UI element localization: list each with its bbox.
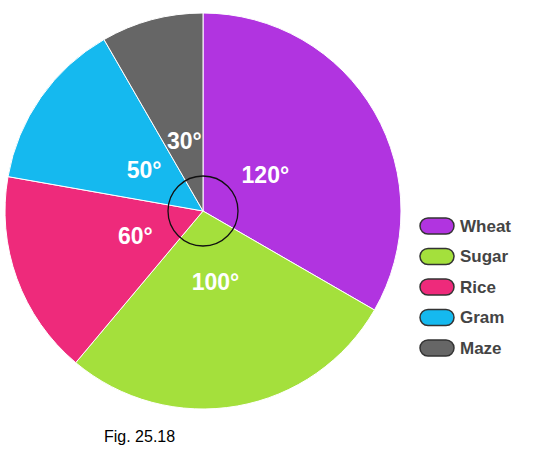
legend-swatch bbox=[420, 249, 454, 265]
legend-label: Wheat bbox=[460, 217, 511, 236]
legend-swatch bbox=[420, 218, 454, 234]
pie-slice bbox=[104, 13, 203, 211]
legend-item: Rice bbox=[420, 278, 496, 297]
angle-marker bbox=[168, 176, 238, 246]
data-label: 100° bbox=[192, 269, 240, 295]
legend-item: Gram bbox=[420, 308, 504, 327]
legend-label: Rice bbox=[460, 278, 496, 297]
legend-item: Maze bbox=[420, 339, 502, 358]
legend: Wheat Sugar Rice Gram Maze bbox=[420, 217, 511, 358]
data-label: 60° bbox=[118, 223, 153, 249]
legend-item: Sugar bbox=[420, 247, 509, 266]
legend-label: Gram bbox=[460, 308, 504, 327]
legend-swatch bbox=[420, 279, 454, 295]
legend-label: Sugar bbox=[460, 247, 509, 266]
chart-svg: 120° 100° 60° 50°30° Wheat Sugar Rice Gram Maze F… bbox=[0, 0, 545, 452]
data-label: 30° bbox=[167, 128, 202, 154]
caption: Fig. 25.18 bbox=[104, 428, 175, 445]
data-label: 50° bbox=[127, 157, 162, 183]
pie-group: 120° 100° 60° 50°30° bbox=[5, 13, 401, 409]
data-label: 120° bbox=[242, 162, 290, 188]
legend-swatch bbox=[420, 310, 454, 326]
legend-item: Wheat bbox=[420, 217, 511, 236]
legend-label: Maze bbox=[460, 339, 502, 358]
legend-swatch bbox=[420, 340, 454, 356]
